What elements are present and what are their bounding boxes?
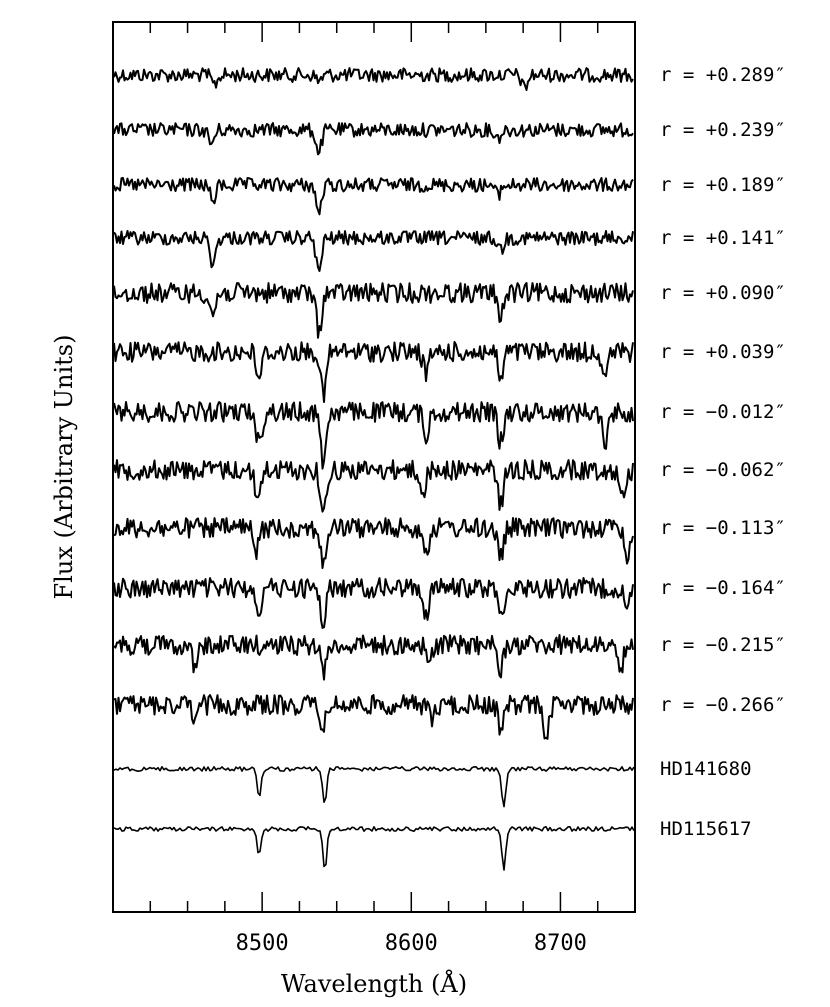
spectrum-line: [113, 122, 634, 156]
series-label: r = +0.289″: [660, 64, 786, 86]
spectrum-line: [113, 765, 635, 808]
spectrum-line: [113, 825, 635, 871]
spectrum-line: [113, 694, 634, 740]
series-label: r = +0.090″: [660, 282, 786, 304]
x-tick-labels: 8500 8600 8700: [236, 931, 587, 956]
spectrum-line: [113, 177, 634, 216]
spectrum-line: [113, 230, 634, 272]
series-label: r = −0.266″: [660, 694, 786, 716]
series-label: r = −0.062″: [660, 459, 786, 481]
series-label: r = −0.215″: [660, 634, 786, 656]
x-axis-label: Wavelength (Å): [281, 969, 467, 998]
x-tick-label: 8700: [534, 931, 587, 956]
spectrum-line: [113, 401, 634, 470]
series-label: r = +0.189″: [660, 174, 786, 196]
x-tick-label: 8500: [236, 931, 289, 956]
series-labels: r = +0.289″ r = +0.239″ r = +0.189″ r = +0.…: [660, 64, 786, 840]
spectrum-line: [113, 282, 634, 339]
spectrum-line: [113, 459, 634, 513]
spectrum-line: [113, 577, 634, 629]
spectrum-line: [113, 517, 634, 569]
x-tick-label: 8600: [385, 931, 438, 956]
spectra-series: [113, 67, 635, 871]
series-label: r = +0.039″: [660, 341, 786, 363]
series-label: r = −0.164″: [660, 577, 786, 599]
spectrum-line: [113, 341, 634, 403]
spectrum-line: [113, 634, 634, 681]
series-label: r = −0.012″: [660, 401, 786, 423]
series-label: r = +0.239″: [660, 119, 786, 141]
y-axis-label: Flux (Arbitrary Units): [50, 335, 78, 600]
series-label: HD141680: [660, 758, 752, 780]
spectrum-line: [113, 67, 634, 91]
series-label: r = +0.141″: [660, 227, 786, 249]
series-label: r = −0.113″: [660, 517, 786, 539]
series-label: HD115617: [660, 818, 752, 840]
axis-ticks: [149, 22, 599, 912]
